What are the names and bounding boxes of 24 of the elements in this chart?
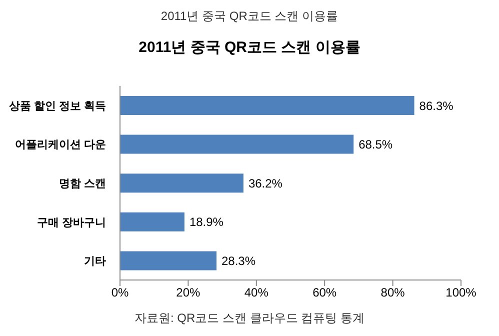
data-label: 18.9% bbox=[189, 215, 224, 230]
y-tick-label: 어플리케이션 다운 bbox=[14, 139, 106, 152]
data-label: 28.3% bbox=[222, 254, 256, 268]
y-tick-label: 명함 스캔 bbox=[58, 178, 106, 190]
bar bbox=[120, 96, 414, 115]
data-label: 86.3% bbox=[419, 98, 454, 113]
data-label: 36.2% bbox=[248, 176, 283, 190]
bar bbox=[120, 134, 354, 154]
x-tick-label: 0% bbox=[111, 286, 129, 300]
text: 자료원: QR코드 스캔 클라우드 컴퓨팅 통계 bbox=[133, 310, 366, 327]
bar bbox=[120, 212, 184, 232]
y-tick-label: 구매 장바구니 bbox=[36, 216, 106, 229]
y-tick-label: 상품 할인 정보 획득 bbox=[8, 100, 106, 112]
x-tick-label: 40% bbox=[244, 286, 269, 300]
x-tick-label: 60% bbox=[312, 286, 337, 300]
text: 2011년 중국 QR코드 스캔 이용률 bbox=[160, 8, 340, 25]
bar bbox=[120, 251, 217, 270]
y-tick-label: 기타 bbox=[84, 256, 106, 268]
x-tick-label: 20% bbox=[176, 286, 201, 300]
x-tick-label: 80% bbox=[380, 286, 406, 300]
x-tick-label: 100% bbox=[446, 286, 477, 300]
chart-title: 2011년 중국 QR코드 스캔 이용률 bbox=[138, 38, 362, 57]
bar bbox=[120, 174, 244, 193]
data-label: 68.5% bbox=[358, 138, 393, 152]
